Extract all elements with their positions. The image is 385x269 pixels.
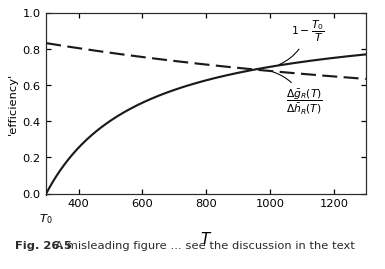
- Text: Fig. 26.5: Fig. 26.5: [15, 240, 72, 250]
- Text: $\dfrac{\Delta\bar{g}_R(T)}{\Delta\bar{h}_R(T)}$: $\dfrac{\Delta\bar{g}_R(T)}{\Delta\bar{h…: [273, 72, 323, 117]
- Text: $T_0$: $T_0$: [39, 212, 53, 225]
- X-axis label: $T$: $T$: [200, 230, 212, 246]
- Y-axis label: 'efficiency': 'efficiency': [8, 73, 18, 134]
- Text: $1-\dfrac{T_0}{T}$: $1-\dfrac{T_0}{T}$: [279, 19, 325, 65]
- Text: A misleading figure … see the discussion in the text: A misleading figure … see the discussion…: [48, 240, 355, 250]
